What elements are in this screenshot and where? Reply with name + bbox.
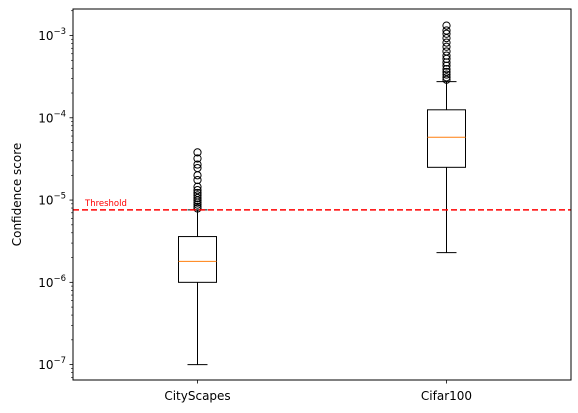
plot-frame <box>72 8 572 381</box>
outlier-point <box>193 200 202 209</box>
x-tick-label: Cifar100 <box>421 389 472 403</box>
outlier-point <box>442 75 451 84</box>
y-axis-title: Confidence score <box>10 143 24 247</box>
outlier-point <box>193 175 202 185</box>
outlier-point <box>442 21 451 30</box>
box-cityscapes <box>178 148 217 366</box>
outlier-point <box>442 42 451 51</box>
outlier-point <box>442 51 451 60</box>
outlier-point <box>193 188 202 198</box>
outlier-point <box>442 70 451 79</box>
box-cifar100 <box>427 21 466 254</box>
outlier-point <box>442 38 451 47</box>
outlier-point <box>193 160 202 169</box>
x-tick-label: CityScapes <box>164 389 230 403</box>
outlier-point <box>442 29 451 38</box>
outlier-point <box>193 186 202 195</box>
outlier-point <box>193 154 202 163</box>
iqr-box <box>427 109 466 168</box>
x-axis: CityScapes Cifar100 <box>164 380 472 403</box>
outlier-point <box>193 148 202 157</box>
outlier-point <box>442 26 451 35</box>
outlier-point <box>442 67 451 77</box>
outlier-point <box>442 65 451 74</box>
outlier-point <box>193 191 202 200</box>
outlier-point <box>193 163 202 173</box>
iqr-box <box>178 236 217 283</box>
outlier-point <box>193 202 202 211</box>
threshold-label: Threshold <box>84 199 127 209</box>
outlier-point <box>193 193 202 203</box>
outlier-point <box>442 47 451 56</box>
plot-content: Threshold <box>73 21 571 366</box>
outlier-point <box>442 73 451 82</box>
